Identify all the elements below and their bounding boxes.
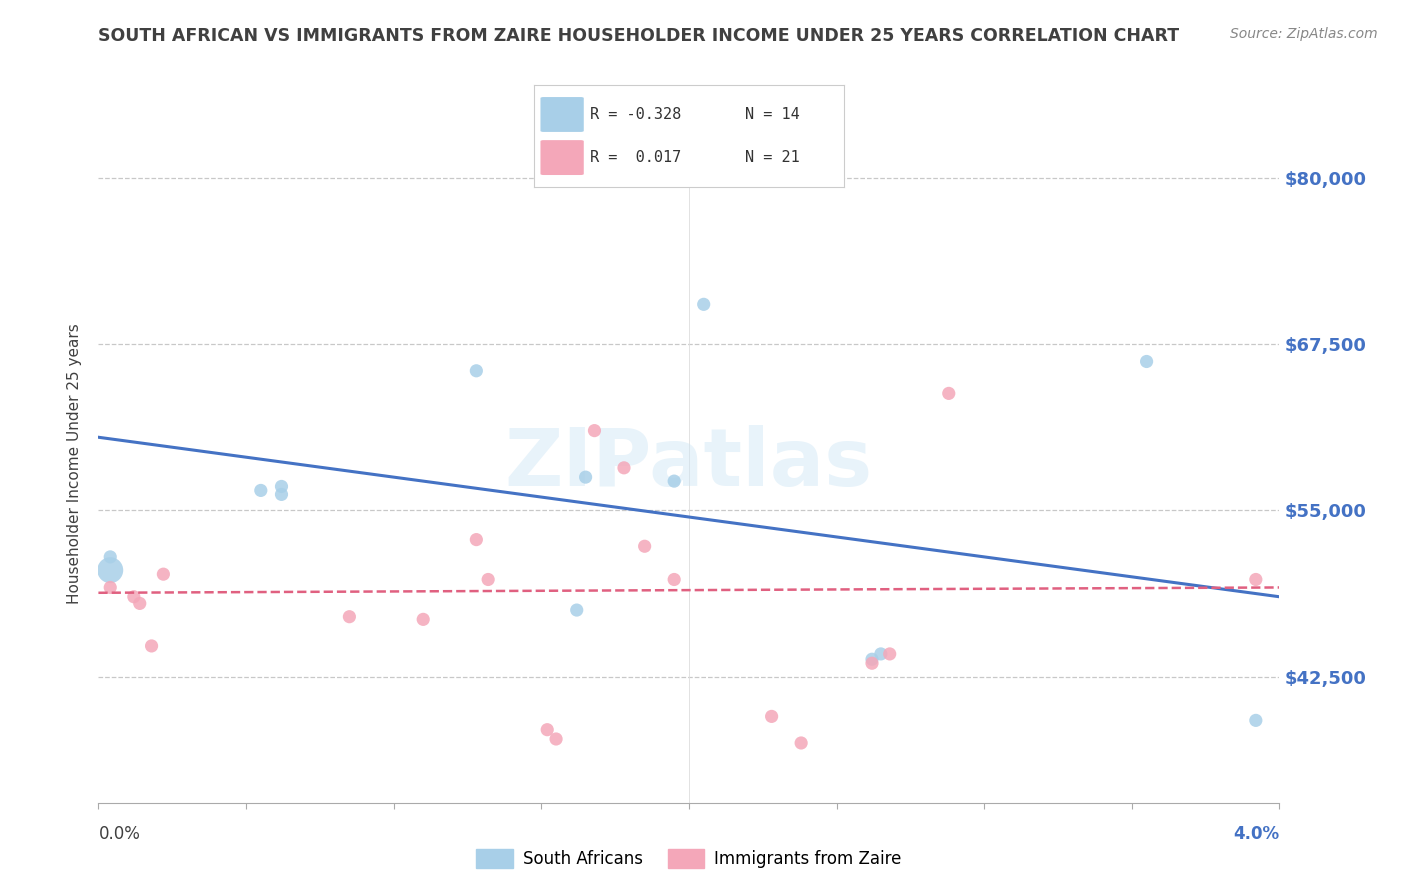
Point (536, 723, 558, 737)
Text: Source: ZipAtlas.com: Source: ZipAtlas.com (1230, 27, 1378, 41)
Point (141, 639, 163, 653)
Point (465, 533, 488, 547)
FancyBboxPatch shape (540, 97, 583, 132)
Point (633, 539, 655, 553)
Point (860, 657, 883, 671)
Point (337, 609, 360, 624)
Text: R =  0.017: R = 0.017 (591, 150, 682, 165)
Legend: South Africans, Immigrants from Zaire: South Africans, Immigrants from Zaire (470, 842, 908, 875)
Point (583, 424, 606, 438)
Point (938, 386, 960, 401)
Point (879, 647, 901, 661)
Text: N = 14: N = 14 (745, 107, 800, 122)
Text: N = 21: N = 21 (745, 150, 800, 165)
Point (250, 483, 273, 498)
Point (477, 573, 499, 587)
Point (128, 596, 150, 610)
Point (613, 460, 636, 475)
Text: 4.0%: 4.0% (1233, 825, 1279, 843)
Text: ZIPatlas: ZIPatlas (505, 425, 873, 503)
Point (664, 573, 686, 587)
Point (869, 647, 891, 661)
Point (412, 612, 434, 626)
FancyBboxPatch shape (540, 140, 583, 175)
Point (546, 731, 568, 746)
Point (761, 709, 783, 723)
Point (790, 736, 813, 750)
Y-axis label: Householder Income Under 25 years: Householder Income Under 25 years (67, 324, 83, 604)
Point (270, 479, 292, 493)
Point (98, 581, 121, 595)
Point (1135, 354, 1157, 368)
Point (1244, 573, 1267, 587)
Point (270, 487, 292, 501)
Text: SOUTH AFRICAN VS IMMIGRANTS FROM ZAIRE HOUSEHOLDER INCOME UNDER 25 YEARS CORRELA: SOUTH AFRICAN VS IMMIGRANTS FROM ZAIRE H… (98, 27, 1180, 45)
Text: 0.0%: 0.0% (98, 825, 141, 843)
Point (98, 563, 121, 577)
Point (98, 549, 121, 564)
Point (465, 364, 488, 378)
Point (860, 652, 883, 666)
Point (1244, 714, 1267, 728)
Point (664, 474, 686, 488)
Point (574, 470, 596, 484)
Point (565, 603, 588, 617)
Point (122, 590, 145, 604)
Text: R = -0.328: R = -0.328 (591, 107, 682, 122)
Point (692, 297, 714, 311)
Point (152, 567, 174, 582)
